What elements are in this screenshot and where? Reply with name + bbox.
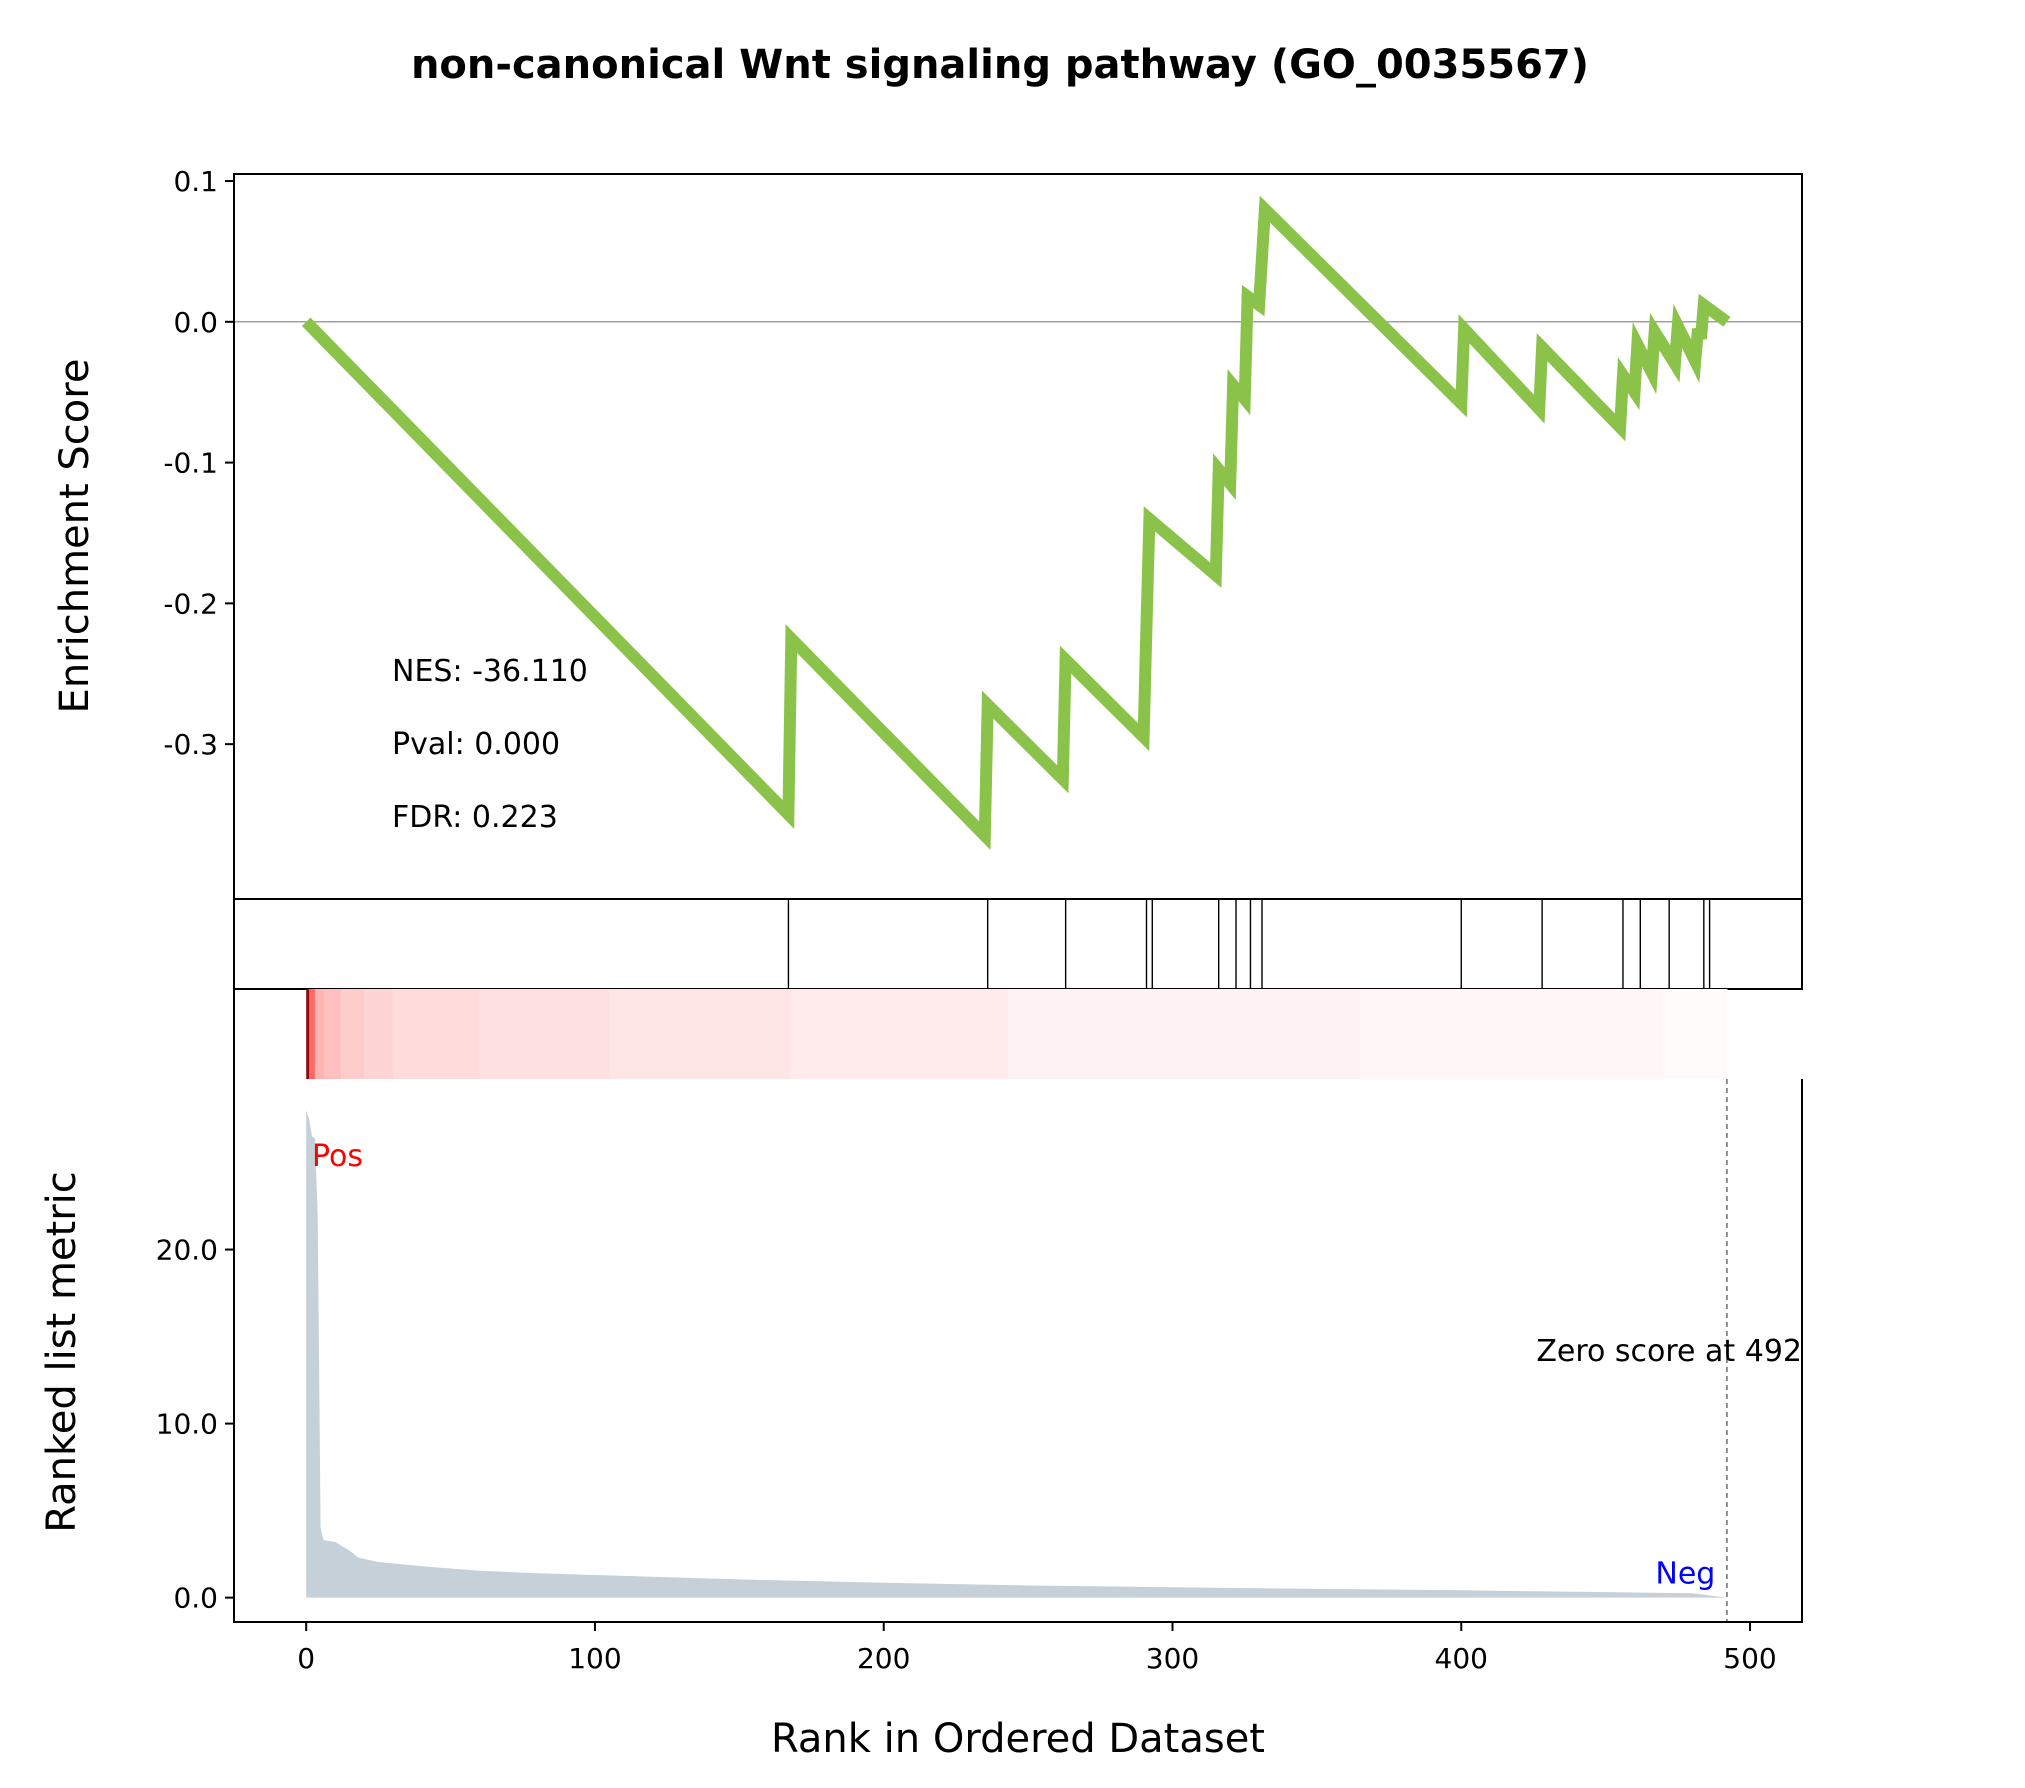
- heatmap-cell: [363, 989, 394, 1079]
- fdr-stat: FDR: 0.223: [392, 800, 558, 835]
- metric-y-axis-label: Ranked list metric: [39, 1171, 85, 1533]
- x-axis-label: Rank in Ordered Dataset: [771, 1716, 1265, 1762]
- hit-axes-frame: [233, 898, 1803, 990]
- enrichment-score-panel: NES: -36.110 Pval: 0.000 FDR: 0.223 0.10…: [52, 165, 1803, 900]
- heatmap-cell: [1360, 989, 1664, 1079]
- metric-axes-frame: [233, 1079, 1803, 1623]
- heatmap-cell: [392, 989, 481, 1079]
- enrichment-y-tick-label: -0.3: [163, 728, 218, 761]
- enrichment-y-axis-label: Enrichment Score: [52, 359, 98, 714]
- heatmap-cell: [1663, 989, 1728, 1079]
- heatmap-cell: [306, 989, 310, 1079]
- enrichment-y-tick-label: -0.2: [163, 587, 218, 620]
- x-tick-label: 200: [857, 1642, 910, 1675]
- gene-hit-panel: [233, 898, 1803, 990]
- zero-score-label: Zero score at 492: [1536, 1334, 1802, 1369]
- enrichment-y-tick-label: 0.0: [173, 306, 218, 339]
- x-tick-label: 0: [297, 1642, 315, 1675]
- ranked-metric-area: [306, 1110, 1727, 1598]
- metric-y-tick-label: 20.0: [156, 1234, 218, 1267]
- x-tick-label: 300: [1146, 1642, 1199, 1675]
- enrichment-y-ticks: 0.1 0.0 -0.1 -0.2 -0.3: [163, 165, 234, 761]
- rank-x-ticks: 0 100 200 300 400 500: [297, 1622, 1777, 1675]
- heatmap-cell: [323, 989, 342, 1079]
- enrichment-axes-frame: [233, 173, 1803, 900]
- metric-y-tick-label: 0.0: [173, 1582, 218, 1615]
- enrichment-y-tick-label: 0.1: [173, 165, 218, 198]
- heatmap-cell: [1007, 989, 1361, 1079]
- running-enrichment-score-line: [301, 195, 1731, 851]
- pos-label: Pos: [312, 1139, 363, 1174]
- x-tick-label: 500: [1723, 1642, 1776, 1675]
- x-tick-label: 100: [568, 1642, 621, 1675]
- heatmap-cell: [609, 989, 792, 1079]
- neg-label: Neg: [1655, 1557, 1715, 1592]
- heatmap-cell: [314, 989, 325, 1079]
- metric-y-tick-label: 10.0: [156, 1408, 218, 1441]
- heatmap-cell: [479, 989, 610, 1079]
- heatmap-cell: [309, 989, 316, 1079]
- x-tick-label: 400: [1435, 1642, 1488, 1675]
- pval-stat: Pval: 0.000: [392, 727, 560, 762]
- nes-stat: NES: -36.110: [392, 654, 588, 689]
- chart-title: non-canonical Wnt signaling pathway (GO_…: [411, 42, 1589, 88]
- enrichment-y-tick-label: -0.1: [163, 447, 218, 480]
- heatmap-cell: [340, 989, 365, 1079]
- heatmap-cell: [791, 989, 1009, 1079]
- metric-y-ticks: 0.0 10.0 20.0: [156, 1234, 234, 1615]
- ranked-metric-panel: Pos Neg Zero score at 492 0.0 10.0 20.0 0 1…: [39, 1079, 1803, 1762]
- rank-heatmap-strip: [306, 989, 1728, 1079]
- gene-hit-markers: [787, 899, 1711, 989]
